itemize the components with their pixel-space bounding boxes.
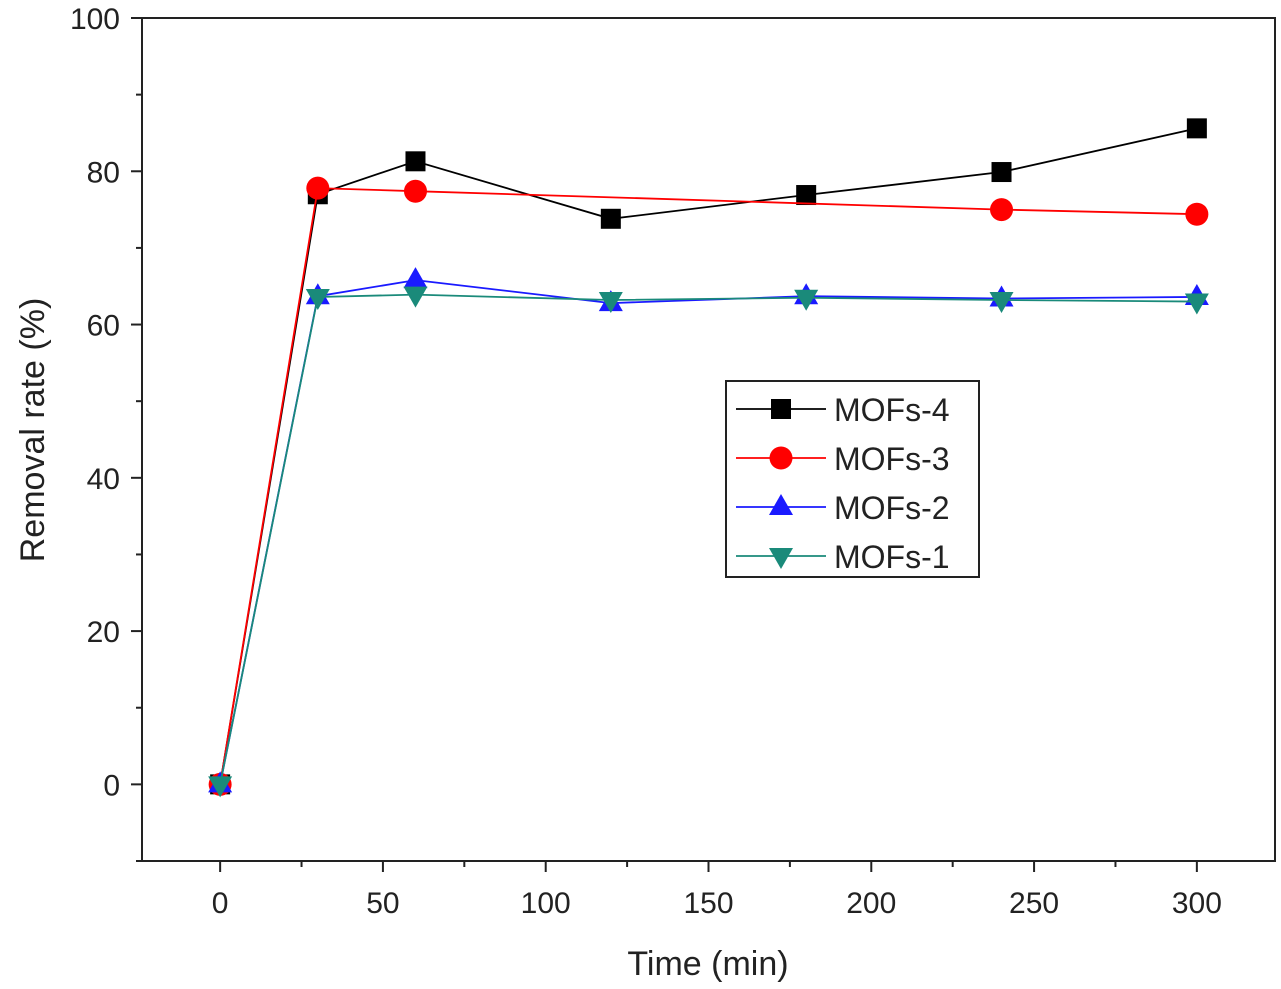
- data-point-square: [771, 399, 791, 419]
- data-point-circle: [403, 179, 427, 203]
- data-point-triangle-down: [794, 289, 819, 311]
- data-point-triangle-down: [989, 292, 1014, 314]
- data-point-square: [600, 208, 621, 229]
- y-tick-label: 100: [70, 3, 120, 36]
- data-point-triangle-down: [1184, 293, 1209, 315]
- y-axis-ticks: 0 20 40 60 80 100: [70, 3, 142, 862]
- plot-frame: [141, 17, 1276, 862]
- legend-label: MOFs-4: [834, 392, 950, 428]
- series-line-mofs-2: [219, 279, 1197, 785]
- x-tick-label: 0: [212, 887, 229, 920]
- x-tick-label: 50: [366, 887, 399, 920]
- data-point-triangle-down: [403, 286, 428, 308]
- data-point-circle: [990, 198, 1014, 222]
- x-tick-label: 250: [1009, 887, 1059, 920]
- x-tick-label: 150: [683, 887, 733, 920]
- data-point-triangle-up: [403, 267, 428, 289]
- series-line-mofs-1: [219, 293, 1197, 785]
- series-line-mofs-3: [219, 187, 1197, 785]
- series-layer: [208, 118, 1209, 798]
- x-axis-ticks: 0 50 100 150 200 250 300: [212, 861, 1222, 920]
- data-point-circle: [769, 446, 793, 470]
- data-point-circle: [306, 176, 330, 200]
- x-tick-label: 100: [521, 887, 571, 920]
- data-point-circle: [1185, 202, 1209, 226]
- data-point-triangle-down: [598, 292, 623, 314]
- data-point-triangle-down: [208, 776, 233, 798]
- y-tick-label: 40: [87, 463, 120, 496]
- x-axis-title: Time (min): [627, 945, 788, 983]
- data-point-triangle-down: [305, 288, 330, 310]
- data-point-square: [405, 151, 426, 172]
- y-tick-label: 0: [103, 769, 120, 802]
- series-line-mofs-4: [219, 127, 1198, 785]
- legend-label: MOFs-2: [834, 490, 950, 526]
- y-axis-title: Removal rate (%): [14, 298, 52, 563]
- data-point-triangle-down: [769, 548, 793, 569]
- y-tick-label: 80: [87, 156, 120, 189]
- y-tick-label: 60: [87, 310, 120, 343]
- x-tick-label: 300: [1172, 887, 1222, 920]
- data-point-square: [796, 185, 817, 206]
- data-point-triangle-up: [769, 494, 793, 515]
- legend-label: MOFs-3: [834, 441, 950, 477]
- legend-box: [725, 380, 980, 578]
- data-point-square: [991, 162, 1012, 183]
- y-tick-label: 20: [87, 616, 120, 649]
- x-tick-label: 200: [846, 887, 896, 920]
- data-point-square: [1186, 118, 1207, 139]
- legend-label: MOFs-1: [834, 539, 950, 575]
- legend: MOFs-4 MOFs-3 MOFs-2 MOFs-1: [725, 380, 980, 578]
